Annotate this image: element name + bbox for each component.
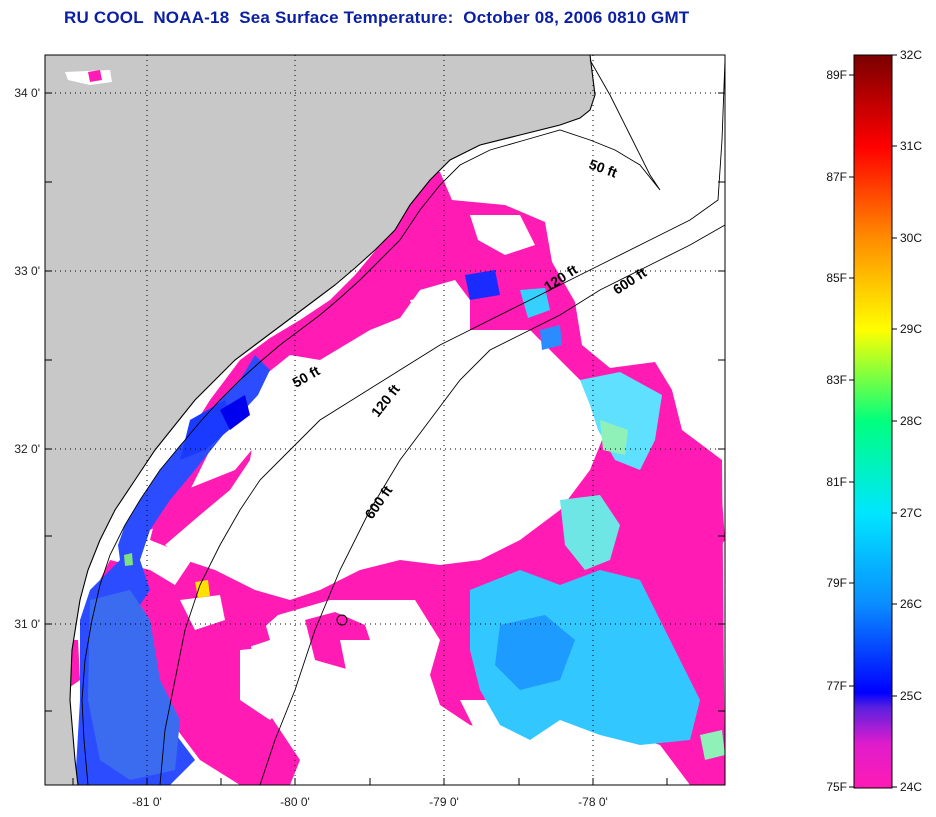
map-title: RU COOL NOAA-18 Sea Surface Temperature:… xyxy=(64,8,690,27)
graticule xyxy=(45,55,725,785)
lat-label-32: 32 0' xyxy=(14,442,40,456)
lon-label-81: -81 0' xyxy=(132,795,162,809)
colorbar-c-30: 30C xyxy=(900,231,922,245)
colorbar-f-87: 87F xyxy=(826,170,847,184)
lat-label-31: 31 0' xyxy=(14,617,40,631)
sst-warm-speck xyxy=(195,580,210,598)
cloud-mask-holes xyxy=(165,215,610,740)
axis-ticks xyxy=(45,92,725,785)
lon-label-80: -80 0' xyxy=(280,795,310,809)
sst-25c-nearshore-band xyxy=(75,270,500,785)
sea-surface-temperature-map: 34 0' 33 0' 32 0' 31 0' -81 0' -80 0' -7… xyxy=(14,54,726,809)
colorbar-f-79: 79F xyxy=(826,576,847,590)
lat-label-34: 34 0' xyxy=(14,86,40,100)
colorbar-c-24: 24C xyxy=(900,780,922,794)
colorbar-c-25: 25C xyxy=(900,689,922,703)
lon-label-79: -79 0' xyxy=(429,795,459,809)
colorbar-c-31: 31C xyxy=(900,139,922,153)
colorbar-ticks xyxy=(849,54,897,788)
lon-label-78: -78 0' xyxy=(578,795,608,809)
colorbar-f-83: 83F xyxy=(826,373,847,387)
contour-50ft xyxy=(81,59,661,785)
contour-600ft xyxy=(259,224,725,785)
colorbar-c-26: 26C xyxy=(900,597,922,611)
colorbar-f-81: 81F xyxy=(826,475,847,489)
colorbar-f-77: 77F xyxy=(826,679,847,693)
land-speck-pink xyxy=(88,70,102,82)
land-mass xyxy=(45,55,595,785)
marker-ring xyxy=(336,614,348,626)
sst-green-speck xyxy=(124,553,133,566)
colorbar-c-27: 27C xyxy=(900,506,922,520)
colorbar-c-29: 29C xyxy=(900,322,922,336)
contour-120ft xyxy=(159,59,725,785)
colorbar-f-75: 75F xyxy=(826,780,847,794)
colorbar-gradient xyxy=(853,54,893,789)
coastline xyxy=(69,55,596,785)
colorbar-c-32: 32C xyxy=(900,48,922,62)
colorbar-f-89: 89F xyxy=(826,68,847,82)
plot-frame xyxy=(44,54,726,786)
colorbar-c-28: 28C xyxy=(900,414,922,428)
sst-26c-27c-patches xyxy=(470,288,725,760)
lat-label-33: 33 0' xyxy=(14,264,40,278)
temperature-colorbar: 89F 87F 85F 83F 81F 79F 77F 75F 32C 31C … xyxy=(826,48,922,794)
colorbar-f-85: 85F xyxy=(826,271,847,285)
